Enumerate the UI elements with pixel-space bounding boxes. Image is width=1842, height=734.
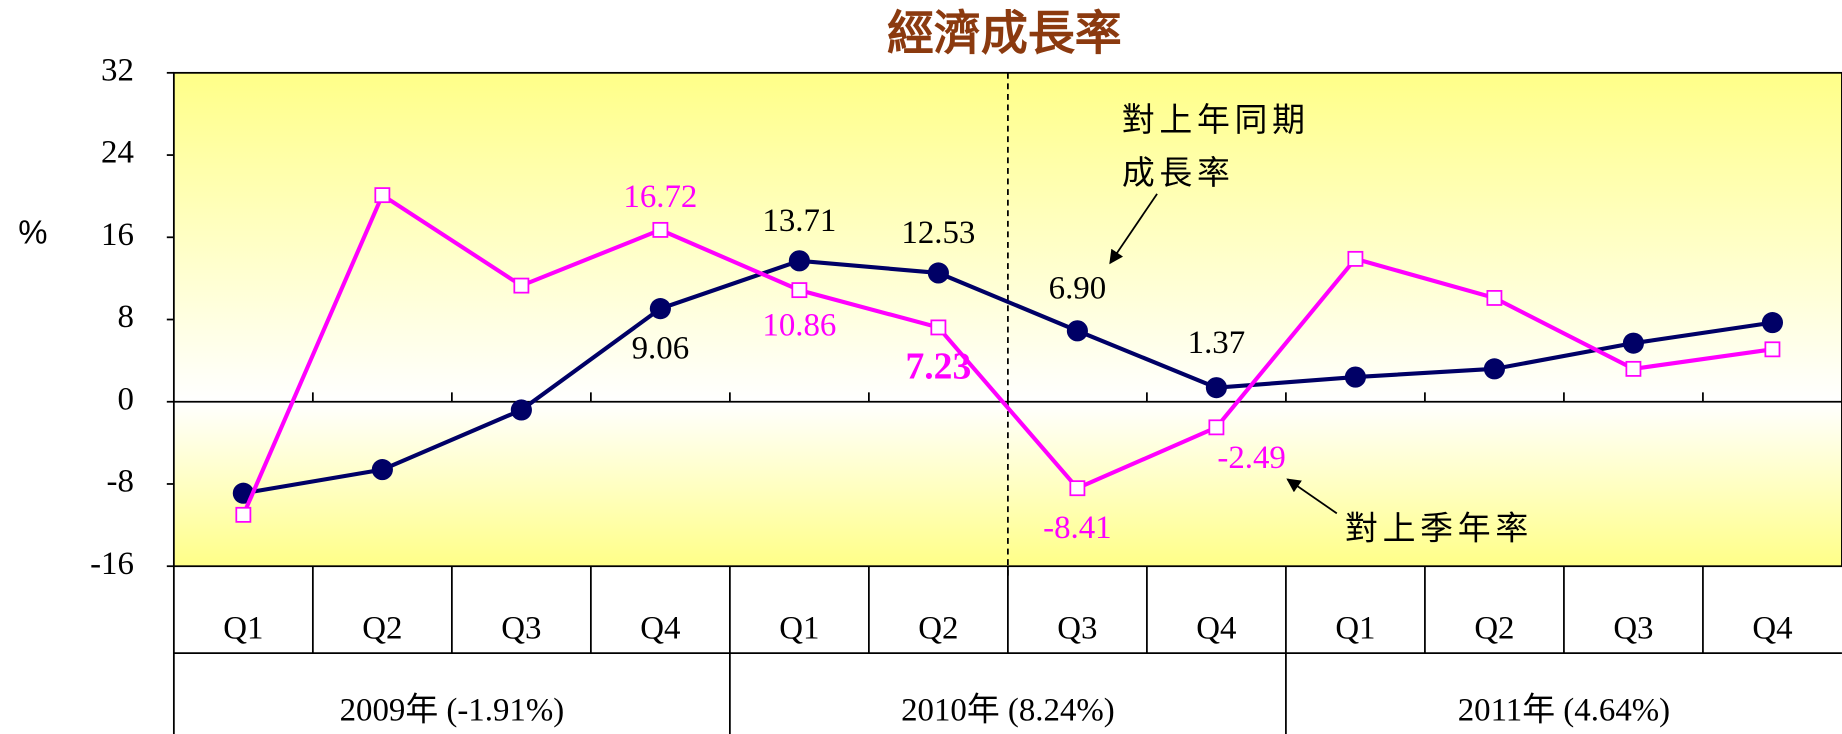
point: [371, 459, 393, 481]
annotation: 成長率: [1122, 155, 1235, 192]
chart-title: 經濟成長率: [887, 9, 1122, 61]
x-tick-label: Q1: [1335, 610, 1375, 646]
data-label: 9.06: [632, 330, 690, 366]
data-label: 7.23: [906, 346, 972, 387]
point: [513, 277, 530, 294]
point: [1486, 290, 1503, 306]
y-tick-label: 16: [101, 217, 134, 253]
y-tick-label: 8: [117, 299, 133, 335]
point: [1347, 250, 1364, 267]
series-line: [241, 192, 1773, 516]
x-tick-label: Q4: [1196, 610, 1236, 646]
point: [1622, 332, 1644, 354]
point: [1205, 377, 1227, 399]
point: [1483, 358, 1505, 380]
x-tick-label: Q1: [779, 610, 819, 646]
y-tick-label: -8: [107, 464, 134, 500]
point: [791, 282, 808, 299]
data-label: 16.72: [623, 179, 697, 215]
arrow: [1109, 193, 1158, 265]
point: [1625, 360, 1642, 377]
point: [1344, 366, 1366, 388]
point: [510, 399, 532, 421]
data-label: 13.71: [762, 203, 836, 239]
series-line: [243, 258, 1773, 496]
data-label: -8.41: [1043, 510, 1111, 546]
y-tick-label: 24: [101, 135, 134, 171]
point: [1208, 419, 1225, 436]
annotation: 對上年同期: [1122, 102, 1310, 139]
point: [1761, 312, 1783, 334]
point: [374, 187, 391, 204]
annotation: 對上季年率: [1345, 511, 1533, 548]
y-tick-label: -16: [90, 546, 134, 582]
point: [235, 506, 252, 523]
point: [930, 319, 947, 336]
data-label: -2.49: [1217, 440, 1285, 476]
x-tick-label: Q2: [362, 610, 402, 646]
year-label: 2009年 (-1.91%): [340, 692, 565, 729]
x-tick-label: Q3: [1613, 610, 1653, 646]
x-tick-label: Q2: [918, 610, 958, 646]
data-label: 1.37: [1188, 325, 1246, 361]
point: [1764, 341, 1781, 358]
x-tick-label: Q3: [501, 610, 541, 646]
data-label: 12.53: [901, 215, 975, 251]
x-tick-label: Q4: [1752, 610, 1792, 646]
point: [649, 298, 671, 320]
point: [927, 262, 949, 284]
data-label: 10.86: [762, 307, 836, 343]
y-tick-label: 0: [117, 381, 133, 417]
x-tick-label: Q2: [1474, 610, 1514, 646]
point: [788, 250, 810, 272]
data-label: 6.90: [1049, 270, 1107, 306]
y-tick-label: 32: [101, 52, 134, 88]
y-axis-label: %: [18, 214, 47, 251]
x-tick-label: Q1: [223, 610, 263, 646]
year-label: 2010年 (8.24%): [901, 692, 1115, 729]
arrow: [1286, 478, 1338, 515]
point: [1069, 480, 1086, 497]
point: [652, 221, 669, 238]
point: [1066, 320, 1088, 342]
x-tick-label: Q4: [640, 610, 680, 646]
year-label: 2011年 (4.64%): [1458, 692, 1670, 729]
x-tick-label: Q3: [1057, 610, 1097, 646]
plot-root: 經濟成長率% -16 -8 0 8 16 24 32 Q1 Q2 Q3 Q4 Q1 Q2 Q3 Q4 Q1 Q2 Q…: [18, 9, 1842, 734]
